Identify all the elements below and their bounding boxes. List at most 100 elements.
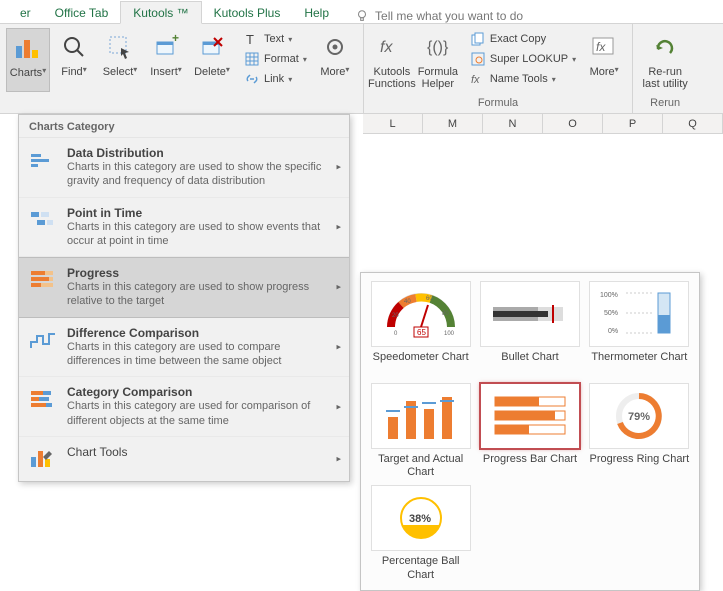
- lightbulb-icon: [355, 9, 369, 23]
- svg-text:100: 100: [444, 331, 455, 337]
- tell-me-label: Tell me what you want to do: [375, 9, 523, 23]
- rerun-button[interactable]: Re-run last utility: [639, 28, 691, 90]
- link-icon: [244, 71, 260, 87]
- svg-text:0: 0: [394, 331, 398, 337]
- chart-tools-icon: [29, 445, 57, 473]
- group-label-rerun: Rerun: [639, 97, 691, 111]
- svg-text:50%: 50%: [604, 310, 618, 317]
- delete-button[interactable]: Delete▾: [190, 28, 234, 90]
- svg-text:60: 60: [426, 296, 433, 302]
- svg-text:T: T: [246, 32, 254, 46]
- dropdown-title: Charts Category: [19, 115, 349, 138]
- chevron-right-icon: ▸: [336, 401, 341, 412]
- formula-helper-button[interactable]: {()} Formula Helper: [416, 28, 460, 90]
- svg-text:100%: 100%: [600, 292, 618, 299]
- gallery-item-target-actual[interactable]: Target and Actual Chart: [369, 383, 472, 479]
- format-button[interactable]: Format ▾: [240, 50, 311, 68]
- grid-icon: [244, 51, 260, 67]
- svg-text:20: 20: [392, 313, 399, 319]
- tab-office-tab[interactable]: Office Tab: [43, 2, 121, 23]
- menu-item-progress[interactable]: ProgressCharts in this category are used…: [19, 257, 349, 318]
- menu-item-point-in-time[interactable]: Point in TimeCharts in this category are…: [19, 198, 349, 258]
- text-button[interactable]: TText ▾: [240, 30, 311, 48]
- gallery-item-percentage-ball[interactable]: 38% Percentage Ball Chart: [369, 485, 472, 581]
- fx-box-icon: fx: [591, 30, 617, 64]
- chevron-right-icon: ▸: [336, 453, 341, 464]
- percentage-ball-thumb: 38%: [371, 485, 471, 551]
- insert-button[interactable]: + Insert▾: [144, 28, 188, 90]
- cursor-icon: [107, 30, 133, 64]
- menu-item-data-distribution[interactable]: Data DistributionCharts in this category…: [19, 138, 349, 198]
- svg-text:{()}: {()}: [427, 39, 449, 56]
- chevron-right-icon: ▸: [336, 342, 341, 353]
- col-header[interactable]: M: [423, 114, 483, 133]
- distribution-icon: [29, 146, 57, 174]
- tab-help[interactable]: Help: [292, 2, 341, 23]
- svg-text:38%: 38%: [409, 513, 431, 525]
- ribbon: Charts▾ Find▾ Select▾ + Insert▾ Delete▾ …: [0, 24, 723, 114]
- gallery-item-progress-ring[interactable]: 79% Progress Ring Chart: [588, 383, 691, 479]
- menu-item-chart-tools[interactable]: Chart Tools ▸: [19, 437, 349, 481]
- gallery-item-bullet[interactable]: Bullet Chart: [478, 281, 581, 377]
- tab-kutools[interactable]: Kutools ™: [120, 1, 201, 24]
- worksheet-area: L M N O P Q Charts Category Data Distrib…: [0, 114, 723, 559]
- lookup-icon: [470, 51, 486, 67]
- chevron-right-icon: ▸: [336, 162, 341, 173]
- link-button[interactable]: Link ▾: [240, 70, 311, 88]
- col-header[interactable]: O: [543, 114, 603, 133]
- magnifier-icon: [61, 30, 87, 64]
- svg-text:40: 40: [404, 299, 411, 305]
- progress-icon: [29, 266, 57, 294]
- charts-button[interactable]: Charts▾: [6, 28, 50, 92]
- tab-prev[interactable]: er: [8, 2, 43, 23]
- gallery-item-speedometer[interactable]: 020406080100 65 Speedometer Chart: [369, 281, 472, 377]
- group-label-editing: [6, 97, 357, 111]
- speedometer-thumb: 020406080100 65: [371, 281, 471, 347]
- menu-item-category-comparison[interactable]: Category ComparisonCharts in this catego…: [19, 377, 349, 437]
- tell-me-search[interactable]: Tell me what you want to do: [355, 9, 523, 23]
- col-header[interactable]: L: [363, 114, 423, 133]
- svg-text:fx: fx: [596, 40, 606, 54]
- text-icon: T: [244, 31, 260, 47]
- progress-charts-gallery: 020406080100 65 Speedometer Chart Bullet…: [360, 272, 700, 591]
- ribbon-group-formula: fx Kutools Functions {()} Formula Helper…: [364, 24, 633, 113]
- col-header[interactable]: N: [483, 114, 543, 133]
- gallery-item-progress-bar[interactable]: Progress Bar Chart: [478, 383, 581, 479]
- timeline-icon: [29, 206, 57, 234]
- more-button[interactable]: More▾: [313, 28, 357, 90]
- fx-icon: fx: [378, 30, 406, 64]
- thermometer-thumb: 100%50%0%: [589, 281, 689, 347]
- col-header[interactable]: P: [603, 114, 663, 133]
- bullet-thumb: [480, 281, 580, 347]
- tab-kutools-plus[interactable]: Kutools Plus: [202, 2, 293, 23]
- copy-icon: [470, 31, 486, 47]
- progress-ring-thumb: 79%: [589, 383, 689, 449]
- svg-text:79%: 79%: [628, 411, 650, 423]
- charts-dropdown: Charts Category Data DistributionCharts …: [18, 114, 350, 482]
- redo-icon: [652, 30, 678, 64]
- svg-text:fx: fx: [471, 74, 480, 86]
- menu-item-difference-comparison[interactable]: Difference ComparisonCharts in this cate…: [19, 318, 349, 378]
- select-button[interactable]: Select▾: [98, 28, 142, 90]
- group-label-formula: Formula: [370, 97, 626, 111]
- chevron-right-icon: ▸: [336, 221, 341, 232]
- chevron-down-icon: ▾: [42, 67, 46, 76]
- more2-button[interactable]: fx More▾: [582, 28, 626, 90]
- col-header[interactable]: Q: [663, 114, 723, 133]
- find-button[interactable]: Find▾: [52, 28, 96, 90]
- progress-bar-thumb: [480, 383, 580, 449]
- svg-text:+: +: [172, 34, 179, 45]
- ribbon-group-rerun: Re-run last utility Rerun: [633, 24, 697, 113]
- stacked-bar-icon: [29, 385, 57, 413]
- target-actual-thumb: [371, 383, 471, 449]
- svg-text:80: 80: [442, 311, 449, 317]
- gallery-item-thermometer[interactable]: 100%50%0% Thermometer Chart: [588, 281, 691, 377]
- column-headers: L M N O P Q: [363, 114, 723, 134]
- step-chart-icon: [29, 326, 57, 354]
- exact-copy-button[interactable]: Exact Copy: [466, 30, 580, 48]
- name-tools-button[interactable]: fxName Tools ▾: [466, 70, 580, 88]
- super-lookup-button[interactable]: Super LOOKUP▾: [466, 50, 580, 68]
- charts-label: Charts: [10, 67, 42, 79]
- delete-icon: [199, 30, 225, 64]
- kutools-functions-button[interactable]: fx Kutools Functions: [370, 28, 414, 90]
